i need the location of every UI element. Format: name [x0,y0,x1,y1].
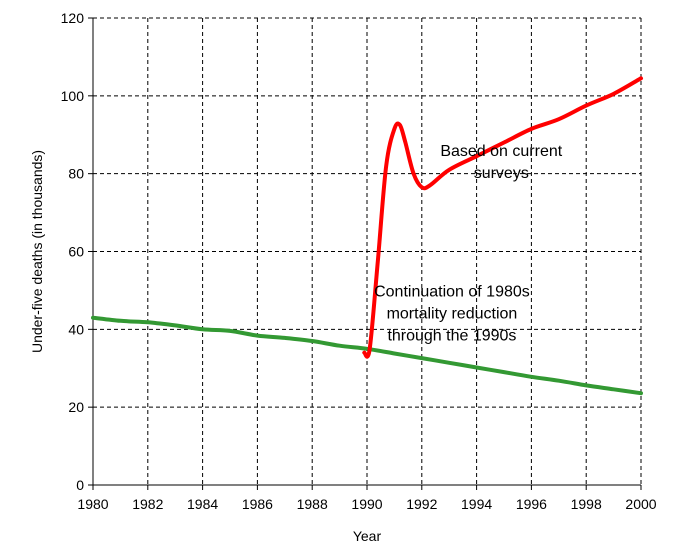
y-tick-label-40: 40 [68,321,84,337]
series-lines [91,76,643,396]
x-tick-label-1984: 1984 [187,496,218,512]
annotation-line: mortality reduction [387,305,518,322]
y-tick-label-80: 80 [68,166,84,182]
x-axis-title: Year [353,528,382,544]
x-tick-label-1996: 1996 [516,496,547,512]
x-tick-label-2000: 2000 [625,496,656,512]
annotation-line: through the 1990s [387,327,516,344]
annotation-surveys: Based on current surveys [440,143,562,182]
x-axis-ticks: 1980 1982 1984 1986 1988 1990 1992 1994 1996 1998… [77,485,657,512]
annotation-line: surveys [474,165,529,182]
y-tick-label-120: 120 [61,10,85,26]
x-tick-label-1988: 1988 [297,496,328,512]
annotation-continuation: Continuation of 1980s mortality reduction… [374,283,530,344]
x-tick-label-1998: 1998 [571,496,602,512]
y-axis-title: Under-five deaths (in thousands) [29,150,45,353]
y-tick-label-60: 60 [68,244,84,260]
x-tick-label-1982: 1982 [132,496,163,512]
y-tick-label-0: 0 [76,477,84,493]
y-tick-label-20: 20 [68,399,84,415]
gridlines [93,17,642,485]
annotations: Based on current surveys Continuation of 1… [374,143,563,344]
annotation-line: Based on current [440,143,562,160]
y-axis-ticks: 0 20 40 60 80 100 120 [61,10,93,493]
x-tick-label-1992: 1992 [406,496,437,512]
y-tick-label-100: 100 [61,88,85,104]
series-line-continuation [91,315,643,396]
series-line-surveys [362,76,643,359]
x-tick-label-1986: 1986 [242,496,273,512]
annotation-line: Continuation of 1980s [374,283,530,300]
x-tick-label-1980: 1980 [77,496,108,512]
x-tick-label-1990: 1990 [351,496,382,512]
x-tick-label-1994: 1994 [461,496,492,512]
